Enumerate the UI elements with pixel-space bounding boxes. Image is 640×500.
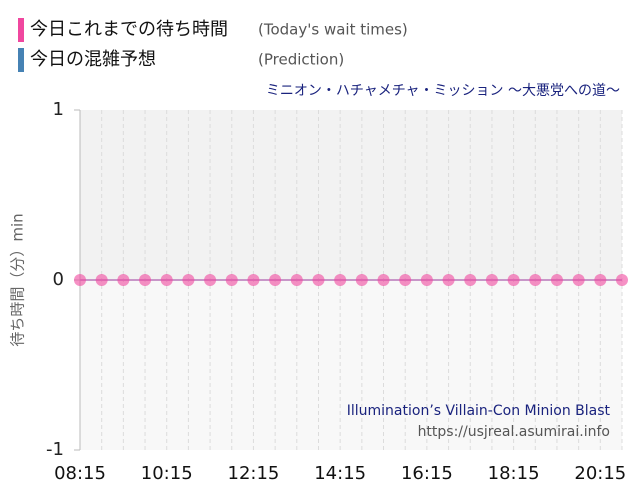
- y-tick-label: 0: [53, 269, 64, 290]
- data-point: [355, 274, 368, 286]
- data-point: [442, 274, 455, 286]
- x-tick-label: 18:15: [488, 463, 540, 484]
- y-tick-label: -1: [46, 439, 64, 460]
- data-point: [74, 274, 86, 286]
- x-tick-label: 14:15: [314, 463, 366, 484]
- legend-label-en: (Prediction): [258, 51, 344, 69]
- data-point: [247, 274, 260, 286]
- legend-label-en: (Today's wait times): [258, 21, 408, 39]
- plot-bg-upper: [80, 110, 622, 280]
- legend-label: 今日これまでの待ち時間: [30, 19, 228, 40]
- data-point: [117, 274, 130, 286]
- data-point: [95, 274, 108, 286]
- data-point: [160, 274, 173, 286]
- data-point: [420, 274, 433, 286]
- subtitle: ミニオン・ハチャメチャ・ミッション ～大悪党への道～: [266, 83, 620, 99]
- data-point: [334, 274, 347, 286]
- data-point: [312, 274, 325, 286]
- data-point: [485, 274, 498, 286]
- x-tick-label: 10:15: [141, 463, 193, 484]
- data-point: [572, 274, 585, 286]
- data-point: [269, 274, 282, 286]
- data-point: [399, 274, 412, 286]
- data-point: [225, 274, 238, 286]
- y-axis-label: 待ち時間（分）min: [9, 213, 27, 346]
- legend-swatch: [18, 18, 24, 42]
- annotation: https://usjreal.asumirai.info: [418, 424, 610, 440]
- legend-swatch: [18, 48, 24, 72]
- data-point: [290, 274, 303, 286]
- data-point: [507, 274, 520, 286]
- data-point: [616, 274, 628, 286]
- data-point: [377, 274, 390, 286]
- data-point: [182, 274, 195, 286]
- plot-bg-lower: [80, 280, 622, 450]
- data-point: [594, 274, 607, 286]
- legend-label: 今日の混雑予想: [30, 49, 156, 70]
- x-tick-label: 08:15: [54, 463, 106, 484]
- data-point: [139, 274, 152, 286]
- data-point: [550, 274, 563, 286]
- data-point: [529, 274, 542, 286]
- annotation: Illumination’s Villain-Con Minion Blast: [347, 403, 611, 419]
- x-tick-label: 16:15: [401, 463, 453, 484]
- y-tick-label: 1: [53, 99, 64, 120]
- data-point: [204, 274, 217, 286]
- x-tick-label: 12:15: [228, 463, 280, 484]
- data-point: [464, 274, 477, 286]
- x-tick-label: 20:15: [574, 463, 626, 484]
